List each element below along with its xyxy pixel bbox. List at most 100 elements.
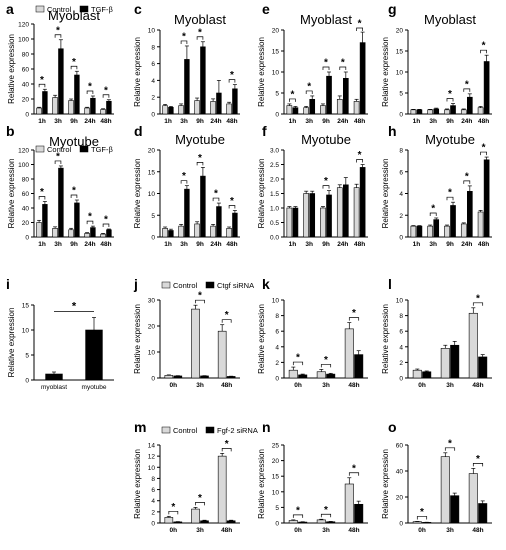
bar (466, 191, 473, 238)
bar (184, 188, 190, 238)
chart-legend: Control Ctgf siRNA (161, 281, 254, 290)
bar (168, 230, 174, 238)
bar (200, 175, 206, 238)
bar (450, 495, 460, 524)
bar (478, 503, 488, 524)
y-tick-label: 10 (396, 70, 404, 77)
sig-bracket (446, 196, 454, 201)
sig-star: * (324, 58, 328, 69)
bar (85, 329, 103, 381)
y-tick-label: 5 (151, 213, 155, 220)
bar (477, 107, 484, 115)
bar (286, 105, 293, 115)
sig-bracket (289, 98, 296, 102)
sig-bracket (472, 463, 484, 467)
sig-star: * (476, 293, 480, 304)
sig-bracket (416, 516, 428, 520)
chart-panel-d: d Myotube 0 5 10 15 20 Relative Fgf-2 expressio… (133, 123, 240, 248)
bar (298, 521, 308, 524)
sig-bracket (356, 159, 363, 163)
y-tick-label: 8 (275, 313, 279, 320)
x-tick-label: 48h (226, 241, 237, 248)
sig-bracket (168, 510, 179, 515)
bar (194, 100, 200, 115)
bar (410, 109, 417, 115)
y-tick-label: 0 (25, 112, 29, 119)
y-tick-label: 20 (272, 458, 280, 465)
chart-title: Myoblast (174, 12, 226, 27)
bar (90, 97, 96, 115)
x-tick-label: 0h (418, 382, 426, 389)
x-tick-label: 9h (322, 241, 330, 248)
x-tick-label: 48h (354, 241, 365, 248)
y-tick-label: 5 (275, 91, 279, 98)
y-tick-label: 60 (22, 191, 30, 198)
y-tick-label: 10 (148, 465, 156, 472)
y-tick-label: 1.5 (270, 191, 279, 198)
y-axis-label: Relative Fgf-2 expression (133, 449, 142, 519)
bar (162, 228, 168, 238)
x-tick-label: 48h (348, 527, 359, 534)
y-tick-label: 80 (22, 177, 30, 184)
panel-letter: i (6, 276, 10, 292)
x-tick-label: 9h (70, 241, 78, 248)
x-tick-label: 3h (446, 382, 454, 389)
bar (52, 97, 58, 115)
bar (168, 106, 174, 115)
bar (216, 92, 222, 115)
x-tick-label: 9h (446, 118, 454, 125)
x-tick-label: 9h (322, 118, 330, 125)
y-tick-label: 8 (151, 476, 155, 483)
y-axis-label: Relative Fgf-2 expression (133, 37, 142, 107)
y-tick-label: 5 (25, 353, 29, 360)
sig-bracket (320, 513, 332, 518)
sig-bracket (221, 319, 232, 323)
sig-bracket (102, 94, 110, 98)
sig-bracket (320, 364, 332, 368)
bar (217, 455, 227, 524)
y-axis-label: Relative Col1a1 expression (257, 304, 266, 374)
x-tick-label: 3h (54, 241, 62, 248)
x-tick-label: 24h (337, 118, 348, 125)
bar (226, 228, 232, 238)
chart-panel-g: g Myoblast 0 5 10 15 20 Relative Nox4 expressio… (381, 1, 492, 125)
bar (410, 225, 417, 238)
legend-label-treatment: Ctgf siRNA (217, 281, 254, 290)
legend-swatch-treatment (205, 281, 215, 289)
y-tick-label: 10 (22, 328, 30, 335)
bar (433, 219, 440, 238)
legend-label-control: Control (173, 426, 198, 435)
sig-bracket (446, 98, 454, 102)
bar (226, 103, 232, 115)
bar (194, 223, 200, 238)
chart-legend: Control Fgf-2 siRNA (161, 426, 258, 435)
y-tick-label: 6 (275, 329, 279, 336)
bar (416, 225, 423, 238)
sig-star: * (448, 188, 452, 199)
bar (427, 225, 434, 238)
sig-star: * (104, 215, 108, 226)
y-tick-label: 8 (151, 44, 155, 51)
sig-bracket (444, 447, 456, 451)
chart-panel-i: i 0 5 10 15 Relative Col1a1 expression myoblas… (6, 276, 114, 391)
sig-bracket (339, 66, 347, 70)
chart-panel-j: j 0 10 20 30 Relative Ctgf expression 0h 3h 48h *… (133, 276, 254, 389)
y-tick-label: 0 (151, 376, 155, 383)
bar (353, 187, 360, 238)
sig-bracket (228, 79, 236, 83)
bar (90, 227, 96, 238)
bar (309, 99, 316, 115)
bar (164, 375, 174, 379)
x-tick-label: 48h (348, 382, 359, 389)
panel-letter: j (133, 276, 138, 292)
sig-star: * (290, 89, 294, 100)
x-tick-label: 24h (210, 118, 221, 125)
chart-title: Myotube (49, 134, 99, 149)
bar (412, 369, 422, 379)
bar (298, 374, 308, 379)
chart-legend: Control TGF-β (35, 145, 113, 154)
bar (200, 46, 206, 115)
sig-bracket (86, 90, 94, 94)
x-tick-label: 48h (478, 118, 489, 125)
y-tick-label: 6 (151, 487, 155, 494)
